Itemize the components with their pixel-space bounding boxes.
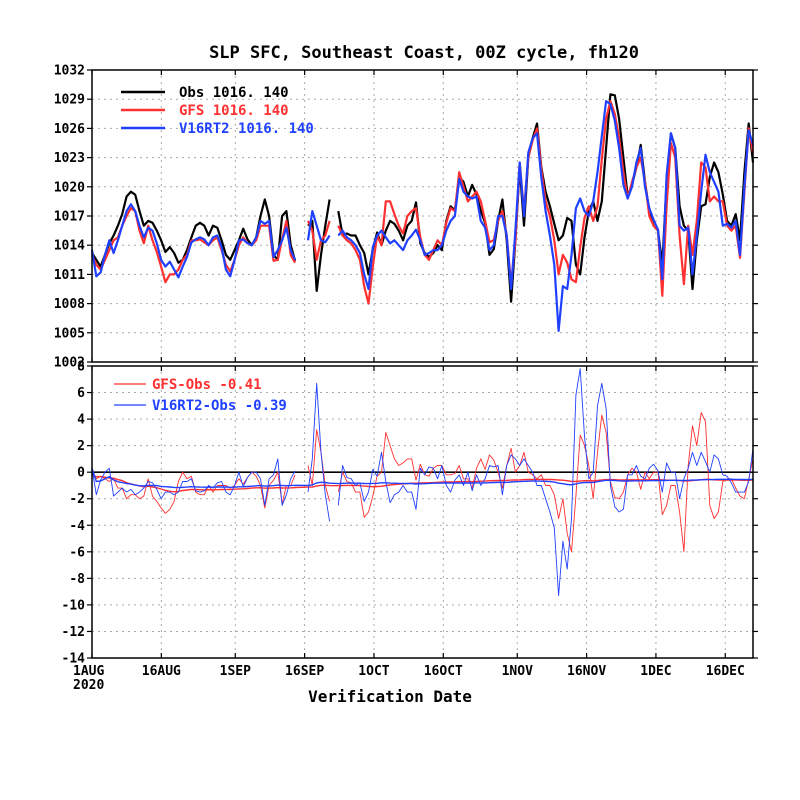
- x-tick-label: 16OCT: [424, 664, 463, 679]
- top-series-obs: [91, 190, 297, 268]
- top-y-tick-label: 1005: [54, 326, 85, 341]
- bottom-legend-entry: V16RT2-Obs -0.39: [152, 398, 287, 414]
- x-tick-label: 16NOV: [567, 664, 606, 679]
- top-panel: 1002 1005 1008 1011 1014 1017 1020 1023 1026 1029…: [54, 64, 758, 371]
- bottom-y-tick-label: 6: [77, 386, 85, 401]
- top-series-v16rt2: [337, 99, 755, 332]
- bottom-y-tick-label: 2: [77, 439, 85, 454]
- bottom-y-tick-label: 4: [77, 413, 85, 428]
- x-tick-label: 1DEC: [640, 664, 671, 679]
- top-y-tick-label: 1032: [54, 64, 85, 79]
- bottom-legend-entry: GFS-Obs -0.41: [152, 377, 262, 393]
- top-y-tick-label: 1023: [54, 151, 85, 166]
- top-frame: [91, 69, 754, 363]
- bottom-y-tick-label: 8: [77, 360, 85, 375]
- top-series-obs: [337, 93, 755, 303]
- bottom-y-tick-label: -4: [69, 519, 85, 534]
- bottom-y-tick-label: 0: [77, 466, 85, 481]
- top-y-tick-label: 1017: [54, 210, 85, 225]
- bottom-series-gfs-obs: [307, 429, 331, 502]
- bottom-mean-v16rt2-obs: [91, 467, 754, 489]
- x-tick-label: 1SEP: [220, 664, 251, 679]
- top-y-tick-label: 1026: [54, 122, 85, 137]
- top-legend-entry: GFS 1016. 140: [179, 103, 289, 119]
- bottom-y-tick-label: -10: [62, 598, 86, 613]
- top-y-tick-label: 1002: [54, 356, 85, 371]
- top-y-tick-label: 1008: [54, 297, 85, 312]
- bottom-series-v16rt2-obs: [91, 458, 296, 506]
- x-tick-label: 16DEC: [706, 664, 745, 679]
- bottom-series-gfs-obs: [337, 412, 754, 553]
- x-tick-label: 1OCT: [358, 664, 389, 679]
- bottom-series-v16rt2-obs: [307, 382, 331, 522]
- chart-title: SLP SFC, Southeast Coast, 00Z cycle, fh1…: [209, 43, 639, 63]
- top-y-tick-label: 1020: [54, 180, 85, 195]
- x-tick-year: 2020: [73, 678, 104, 693]
- top-series-v16rt2: [306, 210, 331, 244]
- top-series-v16rt2: [90, 203, 297, 279]
- x-tick-label: 1AUG: [73, 664, 104, 679]
- top-legend-entry: Obs 1016. 140: [179, 85, 289, 101]
- top-y-tick-label: 1029: [54, 93, 85, 108]
- bottom-panel: -14 -12 -10 -8 -6 -4 -2 0 2 4 6 8 GFS-Obs -0.41 V16RT…: [62, 360, 758, 667]
- bottom-y-tick-label: -2: [69, 492, 85, 507]
- bottom-y-tick-label: -8: [69, 572, 85, 587]
- bottom-series-v16rt2-obs: [337, 368, 754, 597]
- bottom-y-tick-label: -12: [62, 625, 85, 640]
- top-legend-entry: V16RT2 1016. 140: [179, 121, 314, 137]
- x-tick-label: 16AUG: [142, 664, 181, 679]
- top-series-gfs: [337, 99, 755, 305]
- bottom-series-gfs-obs: [91, 471, 296, 514]
- x-axis-label: Verification Date: [308, 687, 472, 706]
- bottom-y-tick-label: -14: [62, 652, 86, 667]
- top-y-tick-label: 1011: [54, 268, 85, 283]
- top-y-tick-label: 1014: [54, 239, 85, 254]
- bottom-y-tick-label: -6: [69, 545, 85, 560]
- x-tick-label: 1NOV: [502, 664, 533, 679]
- x-tick-label: 16SEP: [285, 664, 324, 679]
- bottom-frame: [91, 365, 754, 659]
- top-series-gfs: [306, 220, 331, 261]
